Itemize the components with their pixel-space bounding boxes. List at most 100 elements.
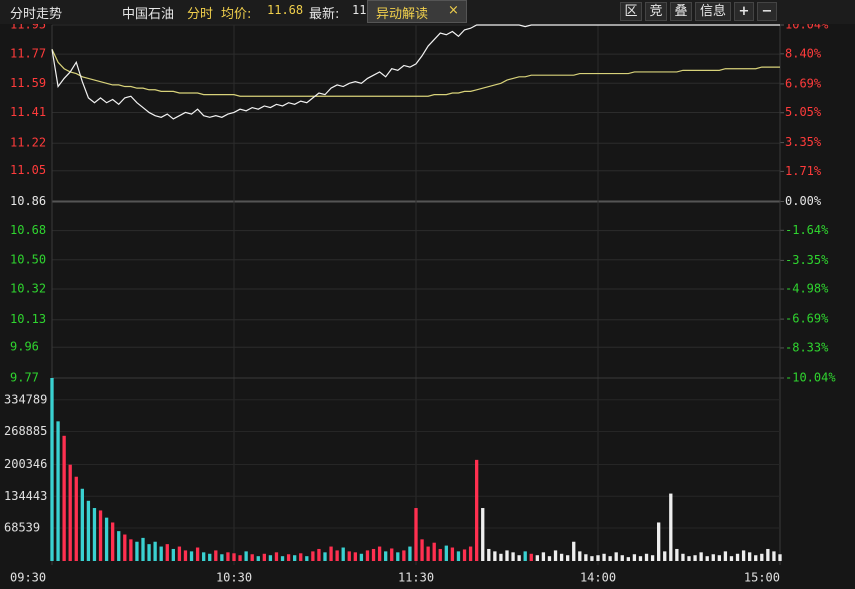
y2-tick-label: 0.00%	[785, 194, 822, 208]
popup[interactable]: 异动解读 ×	[367, 0, 467, 23]
volume-bar	[135, 541, 139, 561]
volume-bar	[620, 555, 624, 561]
avg-label: 均价:	[221, 7, 252, 22]
volume-bar	[238, 555, 242, 561]
volume-bar	[250, 554, 254, 561]
y-tick-label: 10.86	[10, 194, 46, 208]
volume-bar	[365, 550, 370, 561]
volume-bar	[177, 546, 182, 561]
volume-bar	[723, 551, 728, 561]
volume-bar	[590, 556, 594, 561]
volume-bar	[111, 522, 115, 561]
popup-close[interactable]: ×	[448, 3, 459, 18]
volume-bar	[244, 551, 248, 561]
volume-bar	[117, 531, 121, 561]
volume-bar	[141, 537, 145, 561]
y2-tick-label: -6.69%	[785, 312, 829, 326]
volume-bar	[748, 552, 752, 561]
y2-tick-label: -4.98%	[785, 282, 829, 296]
volume-bar	[438, 548, 442, 561]
button[interactable]: 叠	[670, 2, 692, 21]
volume-bar	[98, 510, 103, 561]
volume-bar	[475, 459, 479, 561]
volume-bar	[499, 553, 503, 561]
volume-bar	[408, 546, 412, 561]
volume-bar	[675, 548, 679, 561]
x-tick-label: 15:00	[744, 571, 780, 585]
y-tick-label: 10.13	[10, 312, 46, 326]
volume-bar	[456, 551, 461, 561]
volume-bar	[596, 555, 600, 561]
volume-bar	[735, 553, 740, 561]
button[interactable]: 信息	[695, 2, 731, 21]
button[interactable]: +	[734, 2, 754, 21]
x-tick-label: 10:30	[216, 571, 252, 585]
volume-bar	[547, 556, 552, 561]
volume-bar	[760, 553, 764, 561]
volume-bar	[262, 553, 266, 561]
volume-bar	[183, 550, 188, 561]
popup-label[interactable]: 异动解读	[376, 7, 429, 22]
y-tick-label: 10.50	[10, 252, 46, 266]
volume-bar	[353, 552, 357, 561]
volume-bar	[468, 546, 473, 561]
volume-bar	[341, 547, 345, 561]
y2-tick-label: -8.33%	[785, 340, 829, 354]
volume-bar	[129, 539, 133, 561]
volume-bar	[286, 554, 291, 561]
volume-bar	[402, 550, 406, 561]
volume-bar	[420, 539, 424, 561]
volume-bar	[377, 546, 382, 561]
y-tick-label: 11.22	[10, 136, 46, 150]
volume-bar	[189, 551, 194, 561]
button[interactable]: 区	[620, 2, 642, 21]
volume-bar	[329, 546, 333, 561]
volume-bar	[766, 548, 770, 561]
volume-bar	[523, 551, 527, 561]
volume-bar	[529, 553, 533, 561]
button[interactable]: −	[757, 2, 777, 21]
volume-bar	[311, 551, 315, 561]
volume-bar	[396, 552, 400, 561]
volume-bar	[505, 550, 509, 561]
volume-bar	[232, 553, 236, 561]
volume-bar	[493, 551, 497, 561]
stock-name: 中国石油	[122, 7, 175, 22]
volume-bar	[432, 542, 436, 561]
volume-bar	[632, 554, 637, 561]
volume-bar	[153, 541, 157, 561]
volume-bar	[171, 548, 175, 561]
tab-title[interactable]: 分时走势	[10, 7, 63, 22]
volume-bar	[371, 548, 376, 561]
volume-bar	[317, 548, 321, 561]
volume-bar	[335, 550, 339, 561]
volume-bar	[86, 500, 91, 561]
y-tick-label: 9.96	[10, 340, 39, 354]
volume-bar	[226, 552, 230, 561]
volume-bar	[347, 551, 351, 561]
volume-bar	[50, 378, 54, 561]
volume-bar	[450, 547, 455, 561]
volume-bar	[220, 554, 224, 561]
volume-bar	[699, 552, 703, 561]
volume-bar	[274, 552, 279, 561]
volume-bar	[511, 552, 515, 561]
volume-bar	[165, 544, 169, 561]
x-tick-label: 09:30	[10, 571, 46, 585]
volume-bar	[214, 550, 218, 561]
volume-bar	[80, 488, 84, 561]
button[interactable]: 竞	[645, 2, 667, 21]
volume-bar	[717, 555, 721, 561]
volume-bar	[705, 556, 709, 561]
volume-bar	[693, 555, 697, 561]
volume-bar	[92, 508, 97, 561]
volume-bar	[650, 555, 655, 561]
volume-bar	[62, 435, 66, 561]
y-tick-label: 134443	[4, 489, 47, 503]
volume-bar	[256, 556, 260, 561]
y2-tick-label: -3.35%	[785, 253, 829, 267]
y-tick-label: 9.77	[10, 371, 39, 385]
volume-bar	[56, 421, 60, 561]
y2-tick-label: 8.40%	[785, 46, 822, 60]
volume-bar	[268, 555, 273, 561]
